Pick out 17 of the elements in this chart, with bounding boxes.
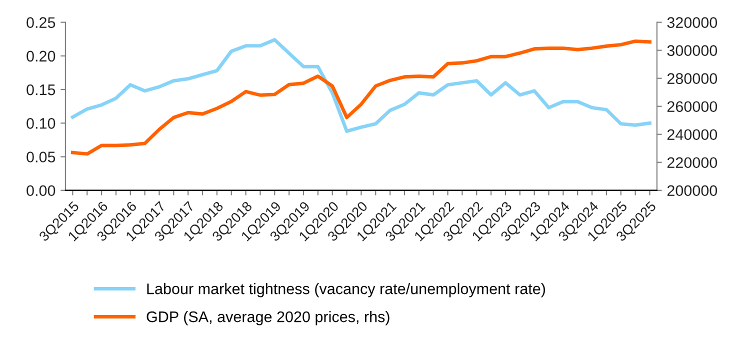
y-tick-label: 0.10	[26, 118, 56, 129]
line-series	[70, 38, 652, 133]
y2-tick-label: 280000	[667, 73, 718, 84]
y2-tick-label: 220000	[667, 157, 718, 168]
y2-tick-label: 300000	[667, 45, 718, 56]
y-tick-label: 0.05	[26, 152, 56, 162]
y-tick-label: 0.20	[26, 50, 56, 62]
line-series	[70, 39, 652, 156]
legend-label: Labour market tightness (vacancy rate/unemployment rate)	[147, 283, 546, 298]
y-tick-label: 0.00	[26, 185, 56, 196]
y-tick-label: 0.25	[26, 17, 56, 28]
y2-tick-label: 320000	[667, 17, 718, 28]
y2-tick-label: 240000	[667, 129, 718, 140]
legend-label: GDP (SA, average 2020 prices, rhs)	[146, 310, 390, 326]
y2-tick-label: 260000	[667, 101, 718, 112]
y2-tick-label: 200000	[667, 185, 718, 196]
y-tick-label: 0.15	[26, 84, 56, 96]
